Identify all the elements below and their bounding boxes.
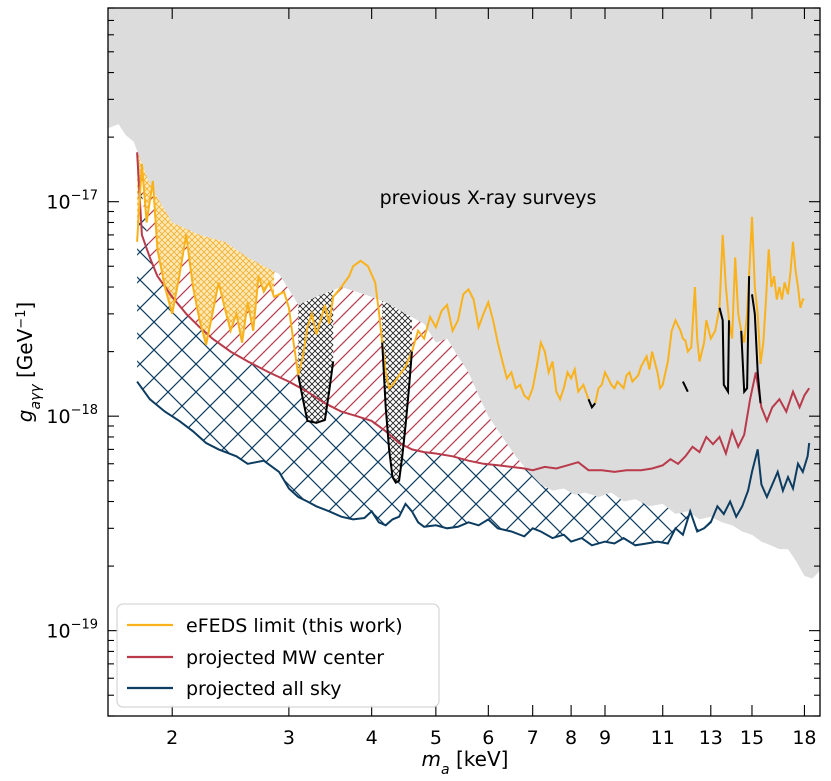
black-segment-4 [751,294,762,404]
black-segments [587,276,762,410]
x-tick-label-13: 13 [699,727,723,749]
legend-box [116,603,440,708]
x-tick-label-11: 11 [651,727,675,749]
black-hatch-left [298,290,334,423]
black-segment-1 [682,381,689,393]
y-tick-label: 10−19 [46,618,98,643]
y-axis-label: gaγγ [GeV−1] [13,302,44,423]
x-tick-label-7: 7 [527,727,539,749]
black-line-mid [381,342,413,484]
x-tick-label-3: 3 [283,727,295,749]
black-segment-0 [587,398,596,410]
axis-ticks: 2 3 4 5 6 7 8 9 11 13 15 18 10−19 10−18 10−17 [46,7,820,749]
legend: eFEDS limit (this work) projected MW cen… [116,603,440,708]
x-tick-label-2: 2 [166,727,178,749]
mw-line [136,152,811,473]
x-tick-label-5: 5 [430,727,442,749]
allsky-hatch-region [137,152,810,546]
plot-area: previous X-ray surveys [108,8,820,716]
efeds-line-high-mass [594,216,805,404]
mw-hatch-region [137,152,533,471]
x-tick-label-6: 6 [482,727,494,749]
x-tick-label-9: 9 [599,727,611,749]
y-tick-label: 10−17 [46,189,98,214]
legend-label-allsky: projected all sky [186,678,341,700]
x-tick-label-4: 4 [366,727,378,749]
black-line-left [297,361,335,424]
black-hatch-mid [382,300,412,483]
x-tick-label-18: 18 [792,727,816,749]
black-segment-2 [718,307,730,396]
y-tick-label: 10−18 [46,403,98,428]
x-tick-label-15: 15 [740,727,764,749]
legend-label-efeds: eFEDS limit (this work) [186,615,403,637]
legend-label-mw: projected MW center [186,647,384,669]
black-segment-3 [740,276,751,395]
plot-frame [107,7,821,717]
x-axis-label: ma [keV] [422,747,509,778]
allsky-line [136,381,811,547]
annotation-previous-surveys: previous X-ray surveys [380,187,597,209]
x-tick-label-8: 8 [565,727,577,749]
